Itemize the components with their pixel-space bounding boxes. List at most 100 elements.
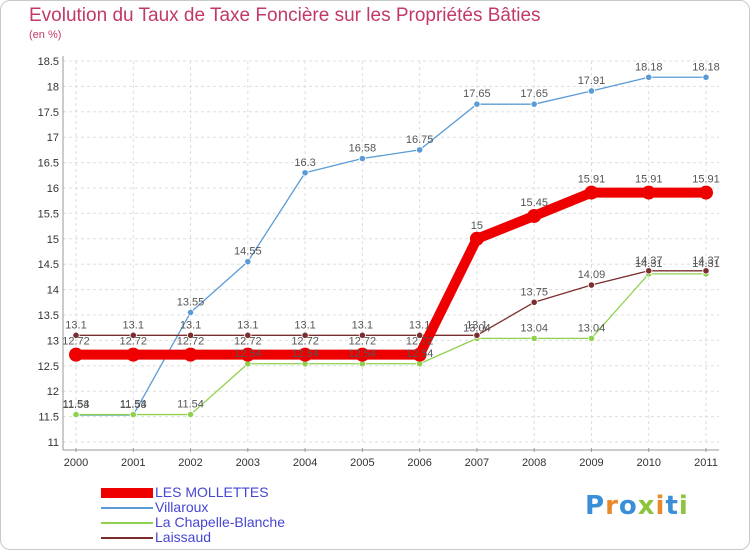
chart-title: Evolution du Taux de Taxe Foncière sur l…	[29, 5, 541, 26]
data-point-villaroux	[416, 146, 424, 154]
y-tick-label: 15.5	[38, 208, 59, 220]
data-point-laissaud	[702, 267, 710, 275]
x-tick-label: 2009	[579, 457, 603, 469]
data-point-laissaud	[530, 298, 538, 306]
x-tick-label: 2005	[350, 457, 374, 469]
legend-swatch	[101, 522, 153, 524]
data-label-la-chapelle-blanche: 14.31	[692, 258, 720, 270]
y-tick-label: 12.5	[38, 361, 59, 373]
data-label-villaroux: 11.53	[63, 399, 90, 411]
logo-letter: t	[665, 491, 679, 521]
data-label-la-chapelle-blanche: 11.54	[63, 399, 90, 411]
data-label-les-mollettes: 15.45	[520, 197, 548, 209]
y-tick-label: 17	[47, 132, 59, 144]
data-label-la-chapelle-blanche: 11.54	[120, 399, 147, 411]
data-point-villaroux	[702, 73, 710, 81]
data-point-villaroux	[587, 87, 596, 95]
logo-letter: o	[618, 491, 638, 521]
data-point-villaroux	[244, 258, 252, 266]
data-label-villaroux: 16.3	[294, 157, 315, 169]
data-label-villaroux: 18.18	[692, 61, 720, 73]
data-point-les-mollettes	[699, 185, 713, 200]
legend-label: Laissaud	[155, 529, 212, 545]
y-tick-label: 16	[47, 183, 59, 195]
data-point-laissaud	[244, 331, 252, 339]
x-tick-label: 2003	[236, 457, 260, 469]
data-point-villaroux	[473, 100, 481, 108]
data-point-les-mollettes	[527, 208, 542, 223]
data-label-villaroux: 17.65	[520, 88, 548, 100]
data-point-la-chapelle-blanche	[186, 410, 195, 419]
data-point-laissaud	[129, 331, 137, 339]
data-point-les-mollettes	[641, 185, 656, 200]
data-label-les-mollettes: 12.72	[120, 336, 148, 348]
x-tick-label: 2007	[465, 457, 489, 469]
data-point-les-mollettes	[584, 185, 599, 200]
series-line-villaroux	[75, 76, 707, 416]
data-label-laissaud: 14.09	[578, 269, 606, 281]
y-tick-label: 11	[48, 437, 59, 449]
data-point-les-mollettes	[412, 347, 427, 362]
data-label-les-mollettes: 15.91	[692, 174, 720, 186]
legend-label: Villaroux	[155, 499, 209, 515]
data-label-la-chapelle-blanche: 12.54	[291, 348, 319, 360]
data-label-laissaud: 13.1	[65, 319, 86, 331]
data-label-la-chapelle-blanche: 14.31	[635, 258, 663, 270]
y-tick-label: 12	[47, 386, 59, 398]
y-unit-label: (en %)	[29, 29, 62, 41]
data-labels: 11.53 11.53 13.55 14.55 16.3 16.58 16.75 17.65 1…	[62, 61, 720, 411]
data-label-villaroux: 13.55	[177, 296, 205, 308]
logo-letter: i	[678, 491, 689, 521]
data-label-les-mollettes: 12.72	[234, 336, 262, 348]
data-point-la-chapelle-blanche	[72, 410, 80, 419]
series-line-les-mollettes	[71, 187, 711, 360]
data-point-les-mollettes	[183, 347, 198, 362]
data-point-les-mollettes	[355, 347, 370, 362]
x-tick-label: 2010	[636, 457, 660, 469]
legend-swatch	[101, 488, 153, 498]
data-label-la-chapelle-blanche: 12.54	[406, 348, 434, 360]
y-tick-label: 18	[47, 81, 59, 93]
data-label-la-chapelle-blanche: 11.54	[177, 399, 204, 411]
data-point-la-chapelle-blanche	[129, 410, 137, 419]
x-tick-label: 2004	[293, 457, 317, 469]
data-label-villaroux: 16.75	[406, 134, 434, 146]
data-point-laissaud	[587, 281, 596, 289]
data-point-la-chapelle-blanche	[530, 334, 538, 342]
data-label-les-mollettes: 12.72	[291, 336, 319, 348]
logo-letter: i	[655, 491, 666, 521]
data-point-villaroux	[301, 169, 309, 177]
data-label-laissaud: 13.1	[466, 319, 487, 331]
y-tick-label: 18.5	[38, 56, 59, 68]
logo-letter: x	[637, 491, 656, 521]
data-point-les-mollettes	[69, 347, 83, 362]
data-label-laissaud: 13.1	[123, 319, 144, 331]
y-tick-label: 11.5	[38, 412, 59, 424]
x-tick-label: 2002	[178, 457, 202, 469]
data-label-laissaud: 13.1	[294, 319, 315, 331]
legend-swatch	[101, 537, 153, 539]
data-point-les-mollettes	[126, 347, 141, 362]
data-label-les-mollettes: 15	[471, 220, 483, 232]
data-label-villaroux: 18.18	[635, 61, 663, 73]
data-label-laissaud: 13.1	[352, 319, 373, 331]
data-point-villaroux	[645, 73, 653, 81]
data-label-laissaud: 14.37	[692, 255, 720, 267]
data-point-laissaud	[473, 331, 481, 339]
y-tick-label: 16.5	[38, 158, 59, 170]
data-label-la-chapelle-blanche: 13.04	[578, 322, 606, 334]
data-label-la-chapelle-blanche: 12.54	[349, 348, 377, 360]
x-tick-label: 2001	[121, 457, 145, 469]
series-lines	[69, 73, 713, 419]
data-label-villaroux: 17.65	[463, 88, 491, 100]
x-tick-label: 2006	[407, 457, 431, 469]
data-label-villaroux: 16.58	[349, 143, 377, 155]
y-tick-label: 14.5	[38, 259, 59, 271]
data-point-villaroux	[530, 100, 538, 108]
data-point-laissaud	[72, 331, 80, 339]
series-line-la-chapelle-blanche	[75, 273, 707, 416]
data-label-les-mollettes: 12.72	[349, 336, 377, 348]
data-point-laissaud	[645, 267, 653, 275]
